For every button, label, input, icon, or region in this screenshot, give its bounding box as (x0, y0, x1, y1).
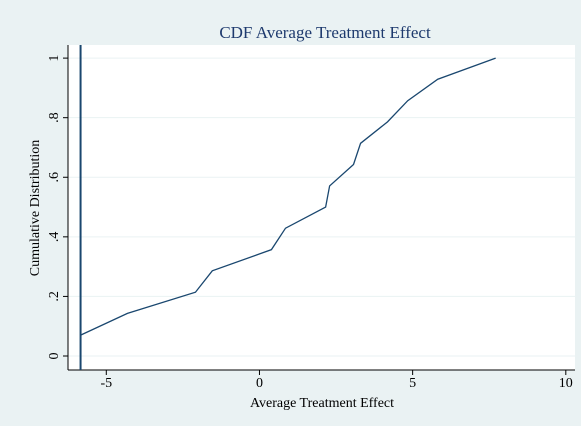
y-tick-label: .2 (47, 291, 62, 302)
data-line (80, 57, 496, 336)
x-tick-label: 10 (559, 376, 573, 391)
y-axis-label: Cumulative Distribution (28, 140, 43, 277)
plot-area (68, 45, 575, 370)
x-tick-label: 0 (256, 376, 263, 391)
x-tick-label: 5 (409, 376, 416, 391)
y-tick-label: .8 (47, 112, 62, 123)
y-tick-label: .4 (47, 232, 62, 243)
y-tick-label: 1 (47, 55, 62, 62)
y-tick-label: 0 (47, 352, 62, 359)
chart-title: CDF Average Treatment Effect (219, 23, 431, 42)
y-tick-label: .6 (47, 172, 62, 183)
x-tick-label: -5 (100, 376, 112, 391)
x-axis-label: Average Treatment Effect (250, 396, 394, 411)
